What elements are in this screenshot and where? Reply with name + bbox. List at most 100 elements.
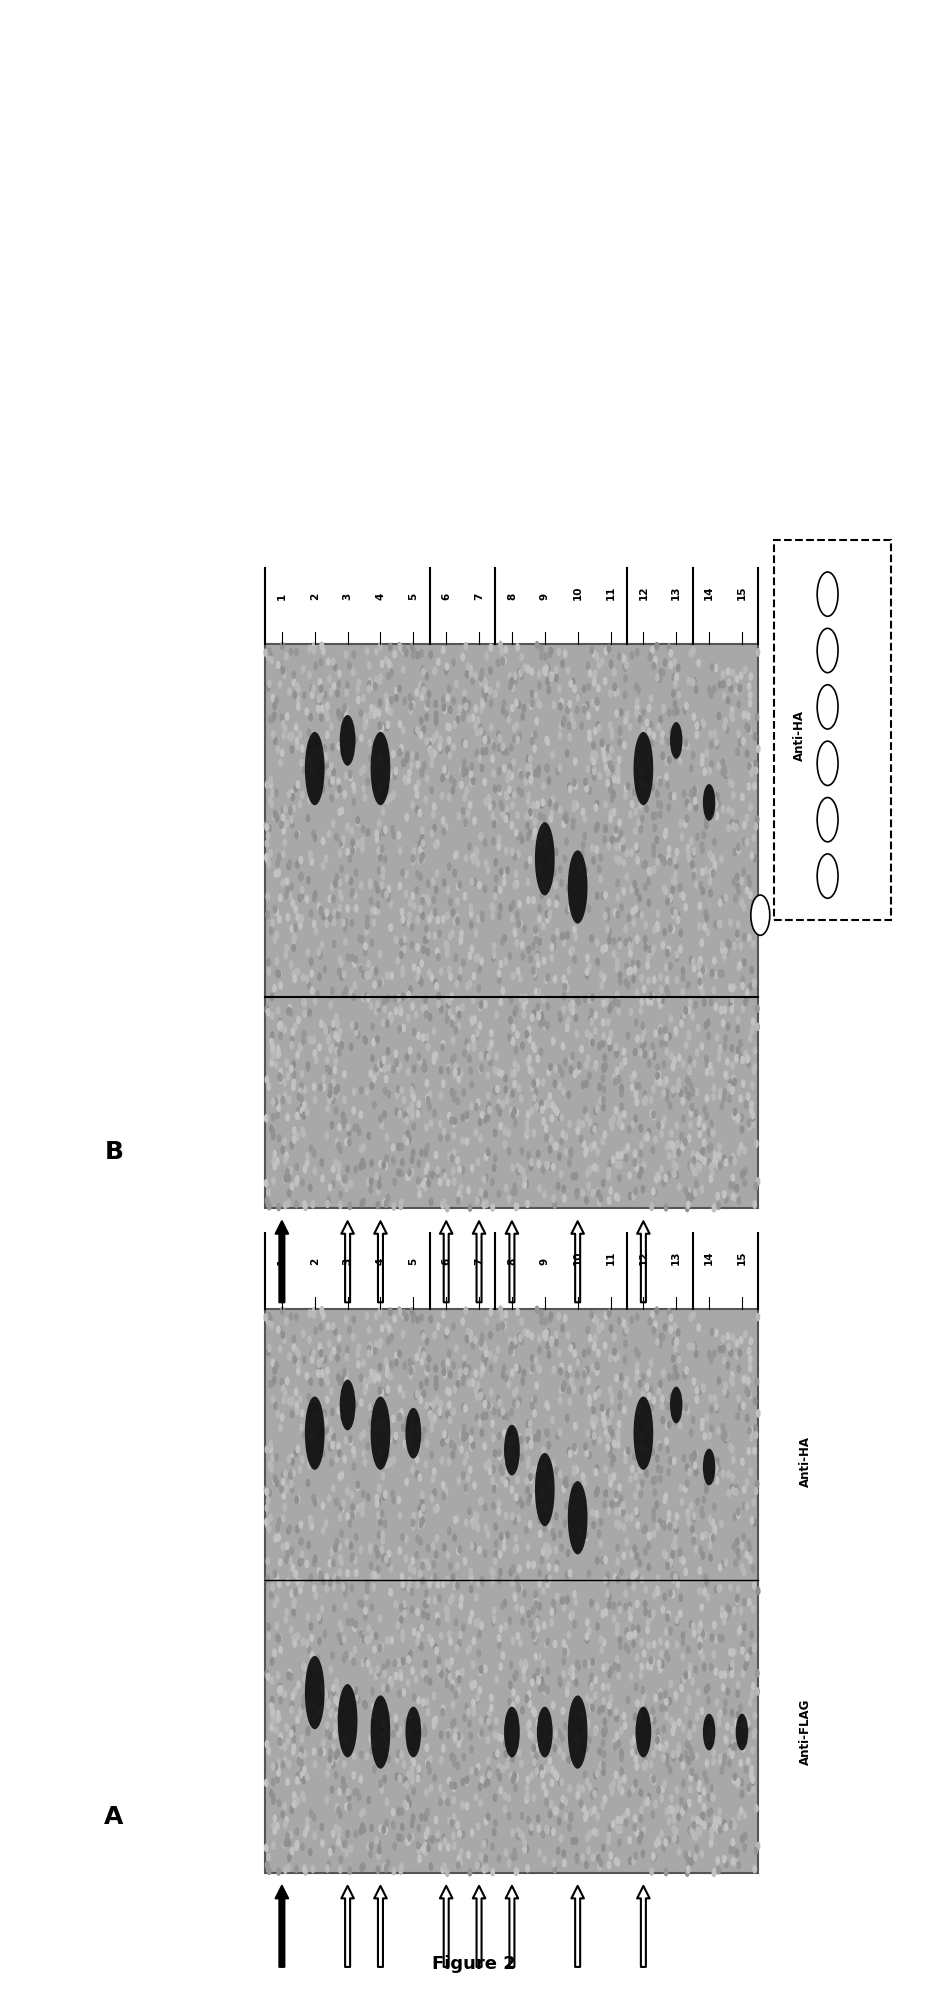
Circle shape	[343, 1071, 346, 1077]
Circle shape	[646, 1796, 649, 1805]
Circle shape	[729, 1444, 732, 1450]
Circle shape	[265, 1740, 268, 1748]
Circle shape	[512, 1069, 516, 1077]
Circle shape	[350, 1555, 354, 1563]
Circle shape	[319, 1343, 321, 1351]
Circle shape	[447, 685, 451, 693]
Circle shape	[300, 759, 303, 767]
Circle shape	[625, 874, 629, 880]
Circle shape	[420, 1315, 423, 1321]
Circle shape	[713, 957, 716, 965]
Circle shape	[655, 1176, 658, 1182]
Circle shape	[382, 1388, 386, 1396]
Circle shape	[359, 1547, 363, 1553]
Circle shape	[370, 1603, 374, 1611]
Circle shape	[624, 924, 628, 932]
Circle shape	[455, 1645, 459, 1651]
Circle shape	[487, 1045, 491, 1053]
Circle shape	[354, 1166, 357, 1172]
Circle shape	[383, 1776, 387, 1782]
Circle shape	[359, 1400, 363, 1406]
Circle shape	[589, 1831, 592, 1837]
Circle shape	[307, 1428, 310, 1436]
Circle shape	[484, 1462, 487, 1470]
Circle shape	[293, 1355, 297, 1363]
Circle shape	[427, 1845, 430, 1851]
Circle shape	[420, 1150, 423, 1156]
Circle shape	[644, 920, 647, 928]
Circle shape	[297, 1094, 301, 1100]
Circle shape	[494, 820, 498, 826]
Circle shape	[618, 1392, 622, 1398]
Ellipse shape	[633, 731, 653, 806]
Circle shape	[620, 1726, 623, 1734]
Circle shape	[362, 971, 366, 979]
Circle shape	[401, 1823, 404, 1831]
Circle shape	[557, 1152, 561, 1160]
Circle shape	[609, 1426, 611, 1432]
Circle shape	[532, 802, 536, 810]
Circle shape	[479, 1392, 483, 1400]
Circle shape	[656, 1728, 659, 1736]
Circle shape	[364, 719, 368, 725]
Circle shape	[266, 1317, 270, 1325]
Circle shape	[279, 1033, 283, 1039]
Circle shape	[627, 1633, 630, 1639]
Circle shape	[355, 1688, 357, 1694]
Circle shape	[389, 1682, 392, 1690]
Circle shape	[738, 1625, 742, 1633]
Circle shape	[407, 1067, 410, 1075]
Circle shape	[503, 1740, 507, 1746]
Circle shape	[576, 1128, 579, 1134]
Circle shape	[299, 1466, 301, 1472]
Circle shape	[679, 928, 683, 937]
Circle shape	[688, 1162, 691, 1170]
Circle shape	[698, 1643, 702, 1649]
Circle shape	[394, 1049, 397, 1057]
Circle shape	[489, 1331, 492, 1339]
Circle shape	[736, 1690, 739, 1698]
Circle shape	[707, 1033, 710, 1039]
Circle shape	[622, 1712, 626, 1720]
Circle shape	[373, 1376, 376, 1384]
Circle shape	[624, 1589, 628, 1597]
Circle shape	[309, 1184, 312, 1192]
Circle shape	[504, 848, 508, 854]
Circle shape	[526, 1498, 530, 1506]
Circle shape	[695, 1547, 698, 1553]
Circle shape	[332, 767, 336, 775]
Circle shape	[498, 745, 501, 751]
Circle shape	[538, 1603, 541, 1609]
Circle shape	[674, 753, 678, 759]
Circle shape	[387, 1660, 390, 1668]
Circle shape	[659, 1027, 662, 1035]
Circle shape	[417, 1108, 421, 1116]
Circle shape	[681, 834, 684, 840]
Circle shape	[699, 882, 702, 888]
Circle shape	[738, 1704, 742, 1712]
Circle shape	[380, 1547, 384, 1553]
Circle shape	[453, 870, 456, 876]
Circle shape	[472, 1039, 476, 1047]
Circle shape	[545, 910, 549, 918]
Circle shape	[647, 898, 650, 906]
Circle shape	[591, 1039, 594, 1047]
Circle shape	[392, 1821, 395, 1829]
Text: 10: 10	[573, 586, 583, 600]
Circle shape	[389, 1307, 392, 1315]
Circle shape	[692, 959, 695, 965]
Circle shape	[387, 1047, 390, 1055]
Circle shape	[478, 882, 482, 888]
Circle shape	[439, 1784, 442, 1792]
Circle shape	[616, 880, 619, 886]
Circle shape	[677, 1077, 681, 1086]
Circle shape	[617, 1740, 621, 1748]
Circle shape	[649, 1760, 652, 1768]
Circle shape	[705, 749, 708, 757]
Circle shape	[588, 1662, 592, 1668]
Circle shape	[526, 798, 530, 806]
Circle shape	[410, 1102, 413, 1110]
Circle shape	[483, 1504, 487, 1510]
Circle shape	[278, 1021, 282, 1029]
Circle shape	[329, 1084, 332, 1092]
